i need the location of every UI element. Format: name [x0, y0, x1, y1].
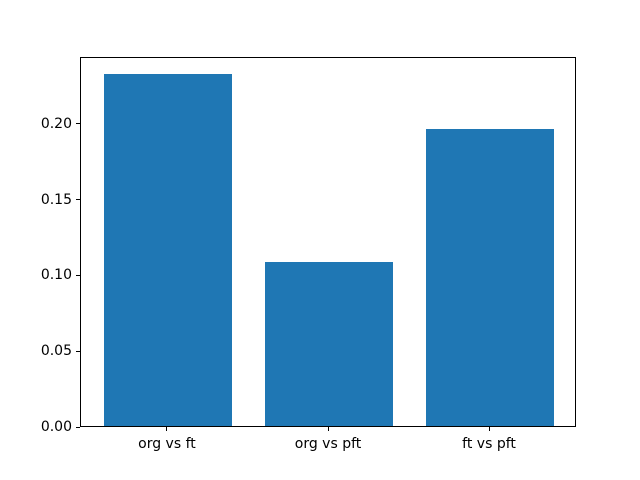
y-tick-mark — [76, 199, 80, 201]
bar-1 — [103, 74, 233, 426]
y-tick-label: 0.00 — [40, 419, 72, 436]
y-tick-mark — [76, 274, 80, 276]
y-tick-mark — [76, 123, 80, 125]
y-tick-mark — [76, 350, 80, 352]
x-tick-label: org vs pft — [294, 436, 362, 453]
x-tick-mark — [166, 427, 168, 432]
bar-3 — [425, 128, 555, 426]
y-tick-label: 0.20 — [40, 115, 72, 132]
x-tick-mark — [327, 427, 329, 432]
y-tick-label: 0.15 — [40, 191, 72, 208]
bar-2 — [264, 262, 394, 426]
plot-area — [80, 57, 576, 427]
y-tick-label: 0.05 — [40, 343, 72, 360]
y-tick-mark — [76, 426, 80, 428]
y-tick-label: 0.10 — [40, 267, 72, 284]
x-tick-label: ft vs pft — [462, 436, 516, 453]
x-tick-mark — [488, 427, 490, 432]
x-tick-label: org vs ft — [138, 436, 196, 453]
